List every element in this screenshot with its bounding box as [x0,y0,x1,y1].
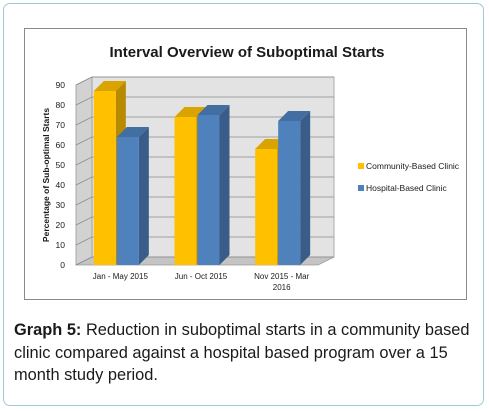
x-tick-label: Nov 2015 - Mar 2016 [254,272,309,292]
gridline [75,176,334,186]
chart-area: Interval Overview of Suboptimal Starts P… [24,28,467,300]
legend-label: Hospital-Based Clinic [366,183,448,193]
y-tick-label: 60 [56,140,66,150]
bar-top [197,105,230,115]
bar [255,149,278,265]
gridline [75,196,334,206]
legend-label: Community-Based Clinic [366,161,460,171]
caption-label: Graph 5: [14,321,82,339]
gridline [75,216,334,226]
figure-frame: Interval Overview of Suboptimal Starts P… [3,3,484,406]
gridline [75,116,334,126]
bar-top [278,111,311,121]
legend-swatch [358,185,364,191]
legend-swatch [358,163,364,169]
y-tick-label: 0 [60,260,65,270]
figure-caption: Graph 5: Reduction in suboptimal starts … [14,319,476,387]
y-tick-label: 30 [56,200,66,210]
y-tick-label: 50 [56,160,66,170]
bar [197,115,220,265]
gridline [75,256,334,266]
bar [278,121,301,265]
gridline [75,76,334,86]
x-tick-label: Jun - Oct 2015 [175,272,228,281]
x-tick-label-line: 2016 [273,283,291,292]
bar [174,117,197,265]
y-tick-label: 40 [56,180,66,190]
gridline [75,236,334,246]
chart-title: Interval Overview of Suboptimal Starts [109,44,384,61]
side-wall [75,76,93,266]
x-tick-label: Jan - May 2015 [93,272,149,281]
y-axis-label: Percentage of Sub-optimal Starts [41,108,51,242]
y-tick-label: 80 [56,100,66,110]
gridline [75,136,334,146]
bar-top [93,81,126,91]
caption-text: Reduction in suboptimal starts in a comm… [14,321,470,384]
bar-top [116,127,149,137]
gridline [75,96,334,106]
bar-side [219,105,230,265]
bar-side [138,127,149,265]
y-tick-label: 10 [56,240,66,250]
y-tick-label: 70 [56,120,66,130]
y-tick-label: 20 [56,220,66,230]
x-tick-label-line: Nov 2015 - Mar [254,272,309,281]
y-tick-label: 90 [56,80,66,90]
gridline [75,156,334,166]
bar [93,91,116,265]
bar [116,137,139,265]
bar-chart: Interval Overview of Suboptimal Starts P… [41,44,460,292]
bar-side [300,111,311,265]
